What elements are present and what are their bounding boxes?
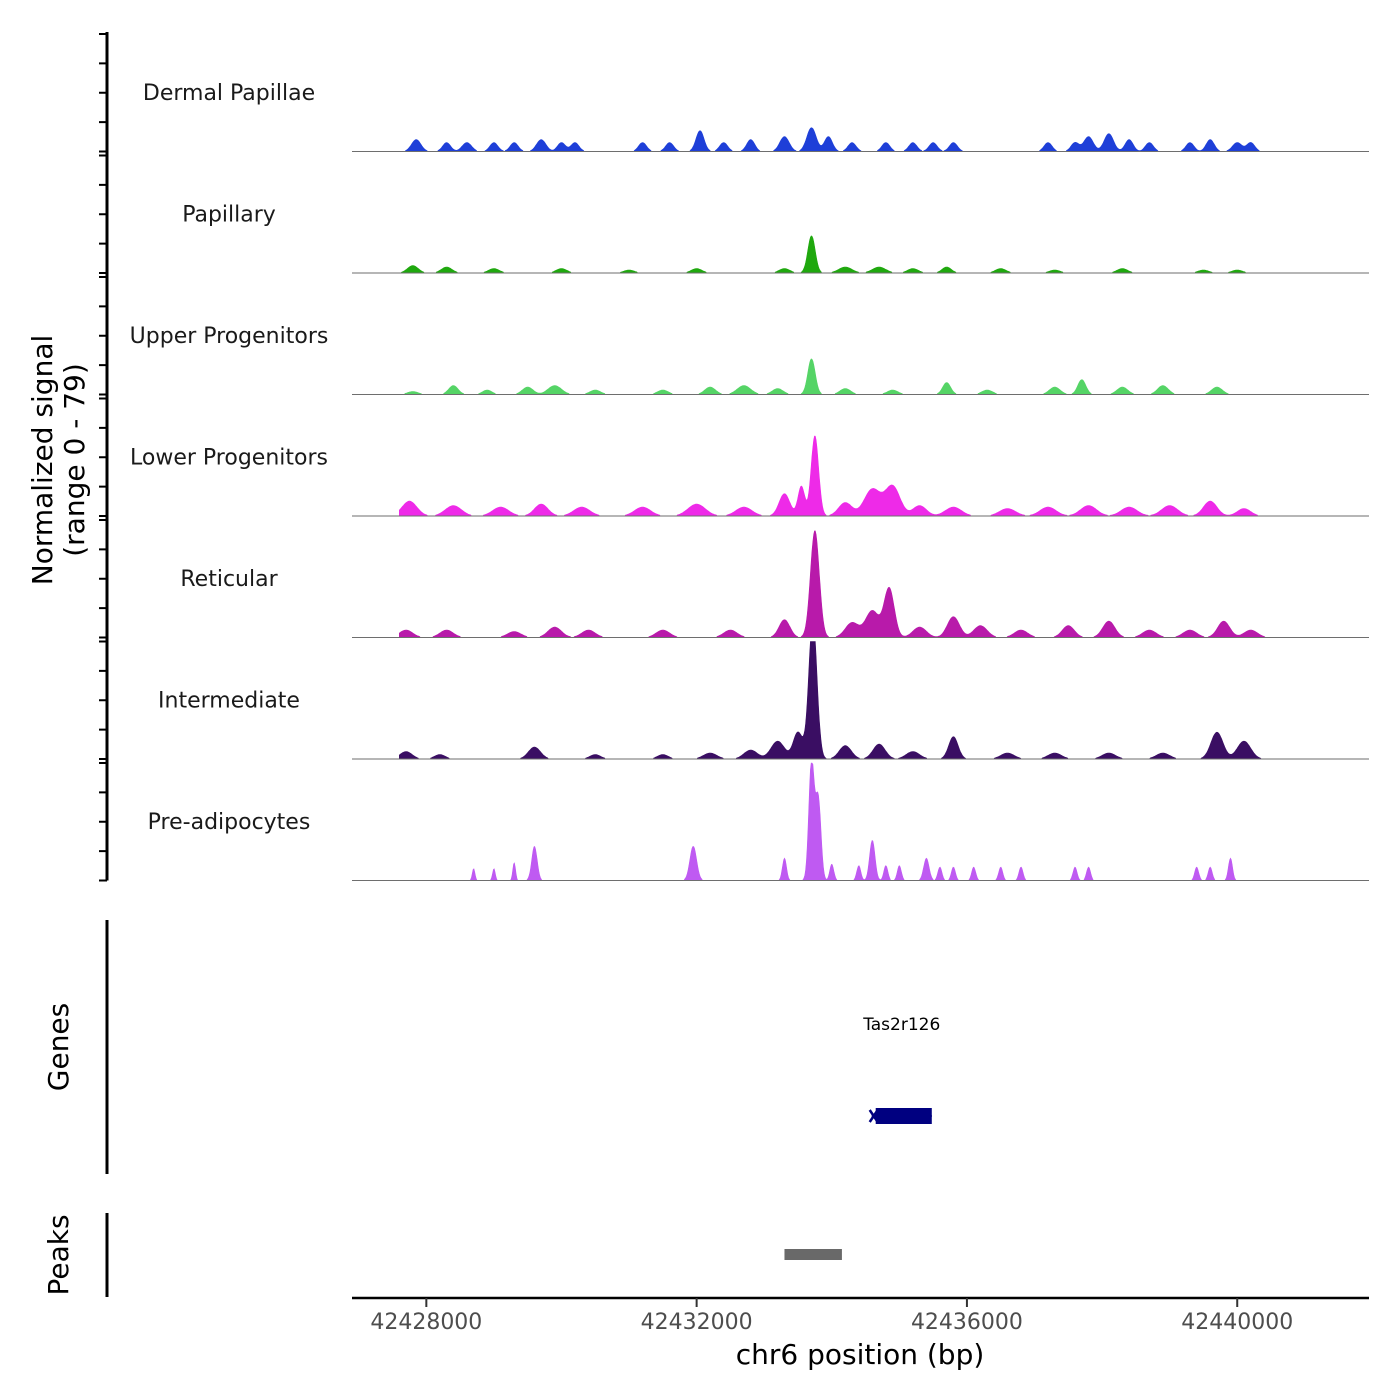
- y-axis-title: Normalized signal: [26, 335, 59, 586]
- peak-track: [784, 1249, 842, 1260]
- coverage-area: [399, 235, 1268, 274]
- track-upper-progenitors: Upper Progenitors: [130, 324, 1369, 395]
- coverage-area: [399, 435, 1268, 517]
- x-tick-label: 42432000: [641, 1310, 753, 1335]
- track-papillary: Papillary: [182, 203, 1369, 274]
- x-axis-title: chr6 position (bp): [736, 1338, 985, 1371]
- peaks-panel-title: Peaks: [42, 1214, 75, 1295]
- track-intermediate: Intermediate: [158, 641, 1369, 760]
- track-label: Papillary: [182, 203, 276, 228]
- coverage-tracks: Dermal Papillae Papillary Upper Progenitor…: [130, 81, 1369, 881]
- gene-name-label: Tas2r126: [862, 1015, 940, 1035]
- normalized-signal-axis: [99, 32, 109, 882]
- track-label: Upper Progenitors: [130, 324, 329, 349]
- track-label: Dermal Papillae: [143, 81, 315, 106]
- peak-region: [784, 1249, 842, 1260]
- x-tick-label: 42436000: [911, 1310, 1023, 1335]
- coverage-area: [399, 641, 1268, 760]
- x-tick-label: 42440000: [1181, 1310, 1293, 1335]
- coverage-area: [399, 358, 1268, 395]
- track-label: Intermediate: [158, 689, 300, 714]
- y-axis-range: (range 0 - 79): [58, 363, 91, 557]
- gene-exon: [875, 1108, 932, 1124]
- coverage-area: [399, 127, 1268, 152]
- coverage-area: [399, 530, 1268, 638]
- x-tick-label: 42428000: [370, 1310, 482, 1335]
- coverage-area: [399, 762, 1268, 881]
- track-label: Pre-adipocytes: [148, 810, 311, 835]
- track-dermal-papillae: Dermal Papillae: [143, 81, 1369, 152]
- x-axis-ticks: 42428000 42432000 42436000 42440000: [370, 1298, 1293, 1335]
- track-label: Reticular: [180, 567, 278, 592]
- track-label: Lower Progenitors: [130, 446, 328, 471]
- strand-arrow-icon: [868, 1109, 879, 1123]
- track-pre-adipocytes: Pre-adipocytes: [148, 762, 1369, 881]
- gene-track: Tas2r126: [862, 1015, 940, 1124]
- genes-panel-title: Genes: [42, 1003, 75, 1091]
- track-lower-progenitors: Lower Progenitors: [130, 435, 1369, 517]
- track-reticular: Reticular: [180, 530, 1369, 638]
